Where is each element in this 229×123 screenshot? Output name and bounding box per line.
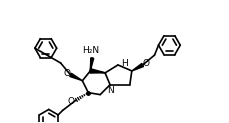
Text: O: O xyxy=(67,97,74,106)
Polygon shape xyxy=(131,63,143,71)
Text: H: H xyxy=(121,60,128,69)
Polygon shape xyxy=(69,73,82,81)
Text: O: O xyxy=(63,69,70,78)
Polygon shape xyxy=(90,58,93,71)
Text: N: N xyxy=(107,86,113,95)
Text: H₂N: H₂N xyxy=(81,46,98,55)
Polygon shape xyxy=(90,69,105,73)
Text: O: O xyxy=(142,60,149,69)
